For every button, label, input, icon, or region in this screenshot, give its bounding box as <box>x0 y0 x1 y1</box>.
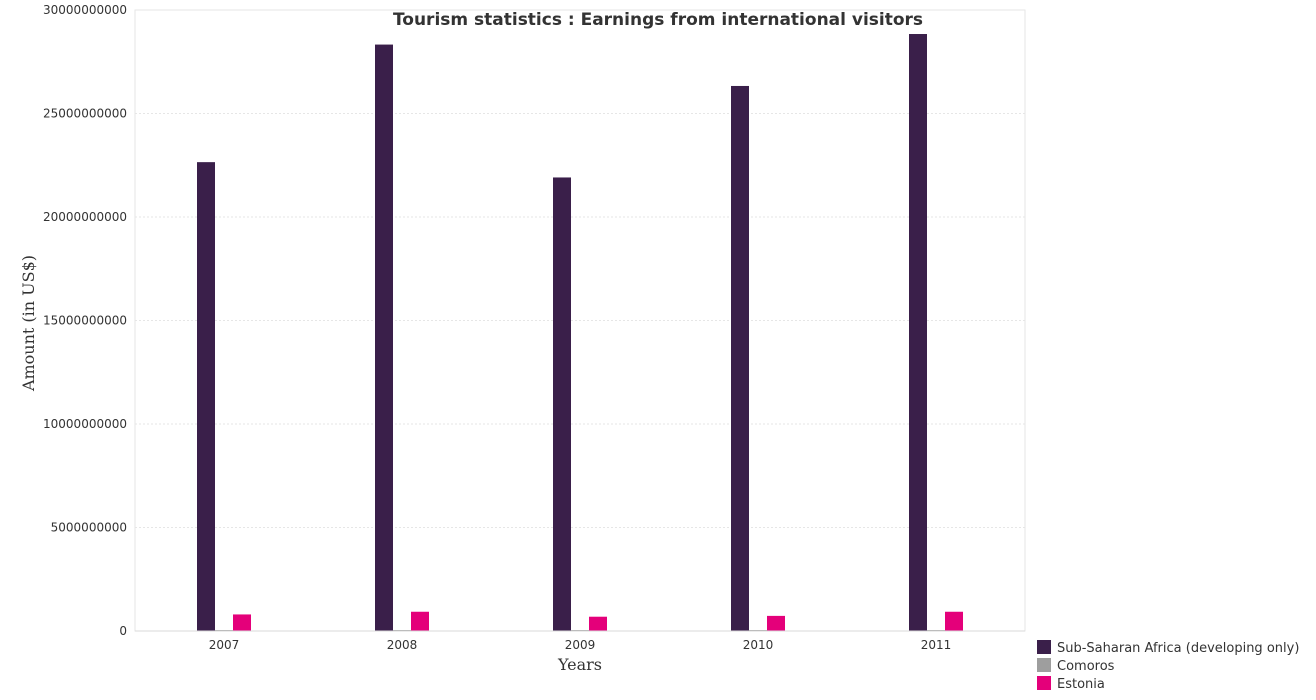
x-tick-label: 2009 <box>565 638 596 652</box>
x-tick-label: 2011 <box>921 638 952 652</box>
bar-estonia-2011 <box>945 611 963 631</box>
bar-sub-saharan-africa-developing-only-2008 <box>375 44 393 632</box>
bar-sub-saharan-africa-developing-only-2011 <box>909 34 927 631</box>
x-tick-label: 2008 <box>387 638 418 652</box>
legend-label: Comoros <box>1057 659 1115 674</box>
bars <box>197 34 963 632</box>
y-axis-label: Amount (in US$) <box>19 255 38 392</box>
y-tick-label: 20000000000 <box>43 210 127 224</box>
bar-estonia-2009 <box>589 616 607 631</box>
bar-sub-saharan-africa-developing-only-2009 <box>553 177 571 631</box>
y-tick-label: 10000000000 <box>43 417 127 431</box>
bar-estonia-2010 <box>767 615 785 631</box>
x-axis-label: Years <box>557 655 602 674</box>
y-tick-label: 0 <box>119 624 127 638</box>
legend-swatch <box>1037 658 1051 672</box>
y-tick-label: 15000000000 <box>43 314 127 328</box>
bar-estonia-2008 <box>411 611 429 631</box>
legend-label: Sub-Saharan Africa (developing only) <box>1057 641 1299 656</box>
y-tick-label: 5000000000 <box>51 521 127 535</box>
x-axis-ticks: 2007 2008 2009 2010 2011 <box>209 638 952 652</box>
chart-title: Tourism statistics : Earnings from inter… <box>393 10 923 30</box>
legend-label: Estonia <box>1057 677 1105 692</box>
legend: Sub-Saharan Africa (developing only) Como… <box>1037 640 1299 692</box>
y-tick-label: 30000000000 <box>43 3 127 17</box>
legend-swatch <box>1037 640 1051 654</box>
x-tick-label: 2007 <box>209 638 240 652</box>
bar-sub-saharan-africa-developing-only-2007 <box>197 162 215 631</box>
bar-estonia-2007 <box>233 614 251 631</box>
y-tick-label: 25000000000 <box>43 107 127 121</box>
legend-swatch <box>1037 676 1051 690</box>
gridlines <box>134 9 1026 632</box>
bar-sub-saharan-africa-developing-only-2010 <box>731 85 749 632</box>
x-tick-label: 2010 <box>743 638 774 652</box>
y-axis-ticks: 0 5000000000 10000000000 15000000000 2000000… <box>43 3 127 638</box>
